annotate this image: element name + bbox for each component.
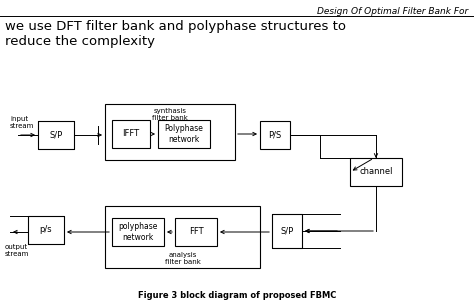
Bar — [38, 121, 74, 149]
Text: Polyphase
network: Polyphase network — [164, 124, 203, 144]
Bar — [158, 120, 210, 148]
Text: S/P: S/P — [281, 227, 293, 235]
Text: we use DFT filter bank and polyphase structures to
reduce the complexity: we use DFT filter bank and polyphase str… — [5, 20, 346, 48]
Bar — [112, 218, 164, 246]
Bar — [112, 120, 150, 148]
Text: output
stream: output stream — [5, 244, 29, 257]
Text: Design Of Optimal Filter Bank For: Design Of Optimal Filter Bank For — [317, 7, 468, 16]
Bar — [350, 158, 402, 186]
Bar — [105, 206, 260, 268]
Bar — [272, 214, 302, 248]
Bar — [28, 216, 64, 244]
Text: channel: channel — [359, 168, 393, 177]
Text: p/s: p/s — [40, 225, 52, 235]
Text: analysis
filter bank: analysis filter bank — [164, 251, 201, 265]
Text: IFFT: IFFT — [122, 129, 139, 138]
Text: polyphase
network: polyphase network — [118, 222, 158, 242]
Text: P/S: P/S — [268, 131, 282, 139]
Text: Figure 3 block diagram of proposed FBMC: Figure 3 block diagram of proposed FBMC — [138, 291, 336, 301]
Text: input
stream: input stream — [10, 116, 35, 129]
Bar — [260, 121, 290, 149]
Bar — [175, 218, 217, 246]
Text: FFT: FFT — [189, 228, 203, 237]
Bar — [105, 104, 235, 160]
Text: synthasis
filter bank: synthasis filter bank — [152, 108, 188, 121]
Text: S/P: S/P — [49, 131, 63, 139]
